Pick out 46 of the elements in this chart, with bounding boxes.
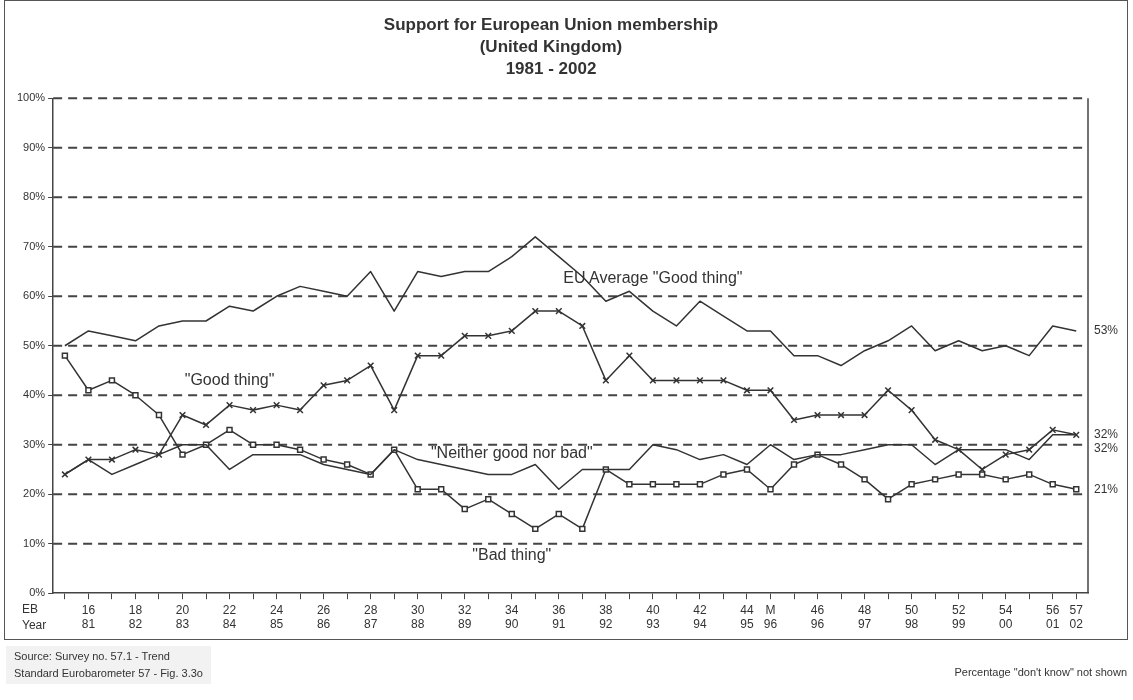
series-label: "Bad thing" <box>472 546 552 564</box>
y-tick-label: 20% <box>23 487 46 500</box>
y-tick-label: 0% <box>29 586 46 599</box>
x-tick-label: 30 88 <box>411 602 425 632</box>
series-label: "Neither good nor bad" <box>430 444 593 462</box>
y-tick-label: 60% <box>23 289 46 302</box>
x-tick-label: 57 02 <box>1069 602 1084 632</box>
x-tick-label: 54 00 <box>999 602 1013 632</box>
text: Percentage "don't know" not shown <box>954 665 1127 680</box>
x-tick-label: 28 87 <box>363 602 378 632</box>
y-tick-label: 70% <box>23 239 46 252</box>
y-tick-label: 80% <box>23 190 46 203</box>
x-tick-label: 40 93 <box>646 602 660 632</box>
series-label: EU Average "Good thing" <box>563 269 743 287</box>
x-tick-label: 38 92 <box>599 602 613 632</box>
data-label: 32% <box>1094 441 1119 456</box>
x-tick-label: 36 91 <box>552 602 566 632</box>
x-tick-label: 32 89 <box>458 602 472 632</box>
x-tick-label: 26 86 <box>316 602 331 632</box>
x-tick-label: 16 81 <box>81 602 96 632</box>
y-tick-label: 30% <box>23 437 46 450</box>
x-tick-label: 42 94 <box>693 602 707 632</box>
y-tick-label: 90% <box>23 140 46 153</box>
data-label: 21% <box>1094 481 1119 496</box>
x-tick-label: 48 97 <box>857 602 872 632</box>
x-tick-label: 20 83 <box>175 602 190 632</box>
x-tick-label: 18 82 <box>128 602 143 632</box>
y-tick-label: 100% <box>16 91 46 104</box>
data-label: 53% <box>1094 323 1119 338</box>
y-tick-label: 40% <box>23 388 46 401</box>
data-label: 32% <box>1094 427 1119 442</box>
x-tick-label: 22 84 <box>222 602 237 632</box>
x-tick-label: 52 99 <box>951 602 966 632</box>
x-tick-label: 56 01 <box>1046 602 1060 632</box>
x-tick-label: 34 90 <box>505 602 519 632</box>
y-tick-label: 50% <box>23 338 46 351</box>
x-tick-label: 50 98 <box>904 602 919 632</box>
chart-title: Support for European Union membership (United Kingdom) 1981 - 2002 <box>383 14 719 78</box>
x-tick-label: 44 95 <box>740 602 754 632</box>
y-tick-label: 10% <box>23 536 46 549</box>
series-label: "Good thing" <box>184 370 275 388</box>
x-axis-title: EB Year <box>22 601 47 632</box>
source-note: Source: Survey no. 57.1 - Trend Standard Eurobarometer 57 - Fig. 3.3o <box>6 646 211 684</box>
x-tick-label: 24 85 <box>269 602 284 632</box>
x-tick-label: M 96 <box>763 602 778 632</box>
x-tick-label: 46 96 <box>810 602 825 632</box>
